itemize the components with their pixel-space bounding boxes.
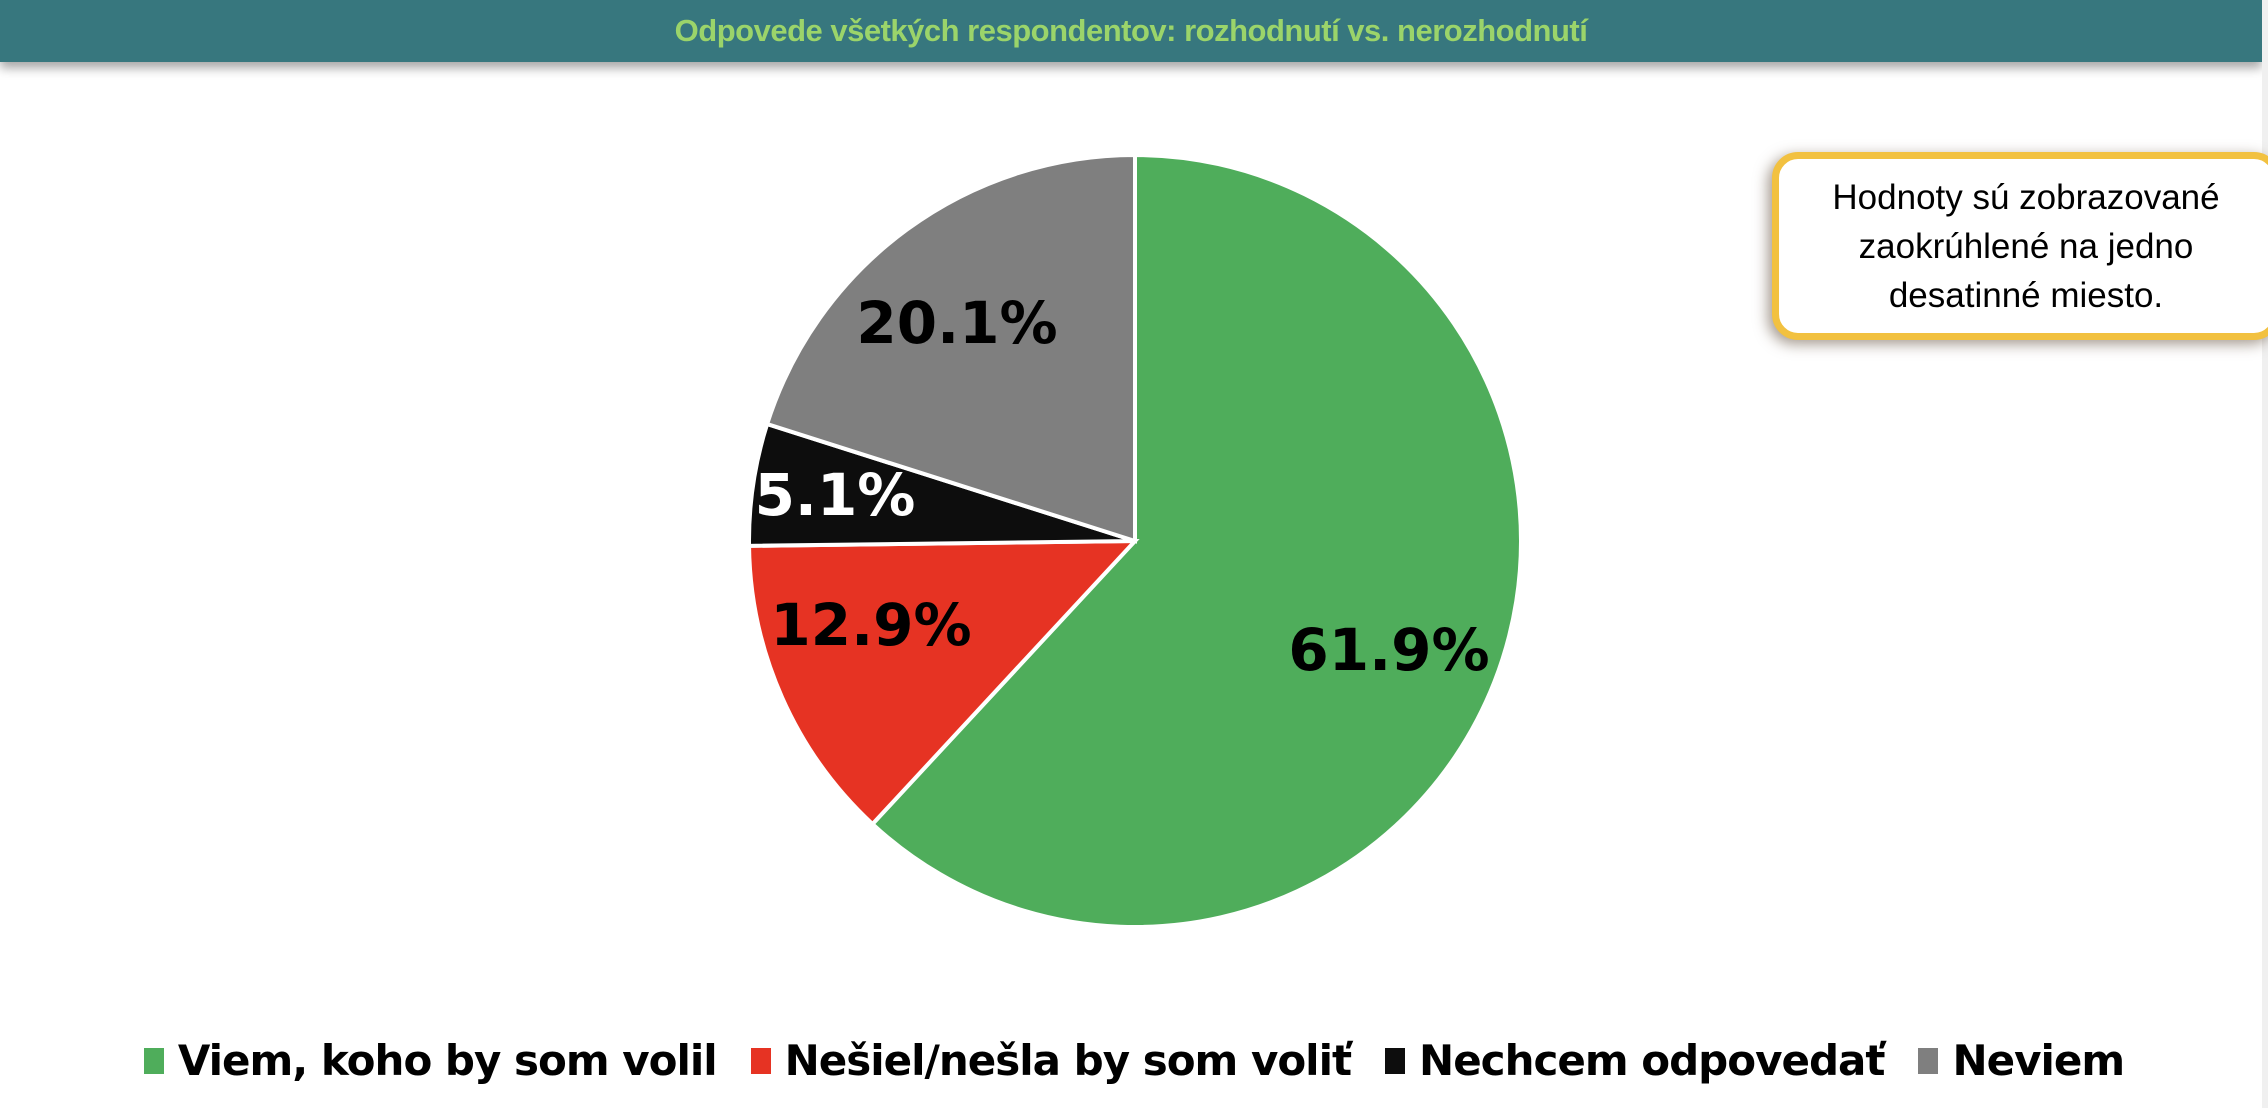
data-label-1: 61.9% xyxy=(1288,616,1489,684)
legend-swatch xyxy=(1918,1047,1939,1074)
legend-item: Nešiel/nešla by som voliť xyxy=(750,1036,1352,1085)
pie-slice-1 xyxy=(869,152,1523,929)
pie-slice-4 xyxy=(764,152,1137,544)
legend-swatch xyxy=(1385,1047,1406,1074)
right-edge xyxy=(2262,0,2268,1108)
legend-item: Nechcem odpovedať xyxy=(1385,1036,1885,1085)
legend-swatch xyxy=(143,1047,164,1074)
data-label-4: 20.1% xyxy=(856,289,1057,357)
legend-label: Viem, koho by som volil xyxy=(177,1036,718,1085)
legend-label: Nešiel/nešla by som voliť xyxy=(784,1036,1352,1085)
legend-item: Viem, koho by som volil xyxy=(143,1036,718,1085)
rounding-note: Hodnoty sú zobrazované zaokrúhlené na je… xyxy=(1772,152,2268,340)
pie-slice-2 xyxy=(747,538,1140,827)
legend-label: Neviem xyxy=(1952,1036,2125,1085)
legend-label: Nechcem odpovedať xyxy=(1419,1036,1885,1085)
data-label-2: 12.9% xyxy=(770,591,971,659)
rounding-note-text: Hodnoty sú zobrazované zaokrúhlené na je… xyxy=(1832,177,2220,315)
legend: Viem, koho by som volil Nešiel/nešla by s… xyxy=(0,1036,2268,1085)
title-bar: Odpovede všetkých respondentov: rozhodnu… xyxy=(0,0,2262,62)
chart-title: Odpovede všetkých respondentov: rozhodnu… xyxy=(674,13,1588,48)
legend-item: Neviem xyxy=(1918,1036,2125,1085)
legend-swatch xyxy=(750,1047,771,1074)
data-label-3: 5.1% xyxy=(755,461,916,529)
